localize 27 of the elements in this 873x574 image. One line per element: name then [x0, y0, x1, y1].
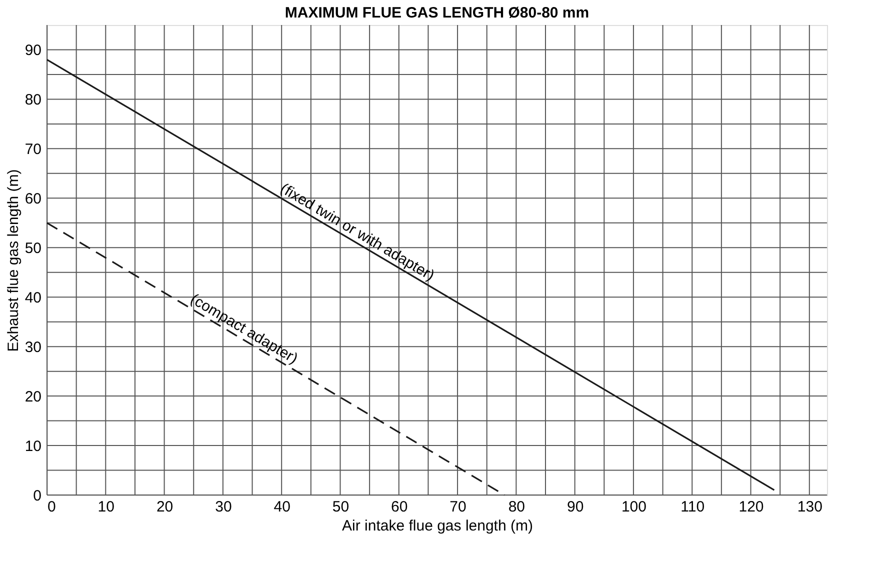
y-tick-label: 10	[24, 438, 42, 456]
y-tick-label: 90	[24, 42, 42, 60]
x-tick-label: 100	[621, 498, 646, 516]
x-tick-label: 30	[215, 498, 232, 516]
x-tick-label: 120	[738, 498, 764, 516]
x-tick-label: 130	[797, 498, 822, 516]
y-tick-label: 20	[24, 388, 42, 406]
chart-title: MAXIMUM FLUE GAS LENGTH Ø80-80 mm	[284, 4, 590, 22]
x-tick-label: 20	[156, 498, 174, 516]
y-tick-label: 30	[24, 339, 42, 356]
y-tick-label: 50	[24, 240, 42, 258]
y-tick-label: 40	[24, 290, 42, 307]
x-axis-title: Air intake flue gas length (m)	[342, 518, 533, 534]
x-tick-label: 50	[332, 498, 350, 516]
x-tick-label: 90	[566, 498, 584, 516]
y-tick-label: 80	[24, 92, 42, 109]
x-tick-label: 110	[680, 498, 705, 516]
y-tick-label: 0	[33, 488, 42, 504]
x-tick-label: 10	[98, 498, 114, 516]
x-tick-label: 80	[508, 498, 526, 516]
x-tick-label: 60	[391, 498, 408, 516]
y-axis-title: Exhaust flue gas length (m)	[4, 169, 22, 352]
x-tick-label: 40	[274, 498, 290, 516]
x-tick-label: 70	[450, 498, 466, 516]
x-tick-label: 0	[48, 498, 56, 516]
y-tick-label: 60	[24, 190, 42, 208]
y-tick-label: 70	[24, 141, 42, 158]
